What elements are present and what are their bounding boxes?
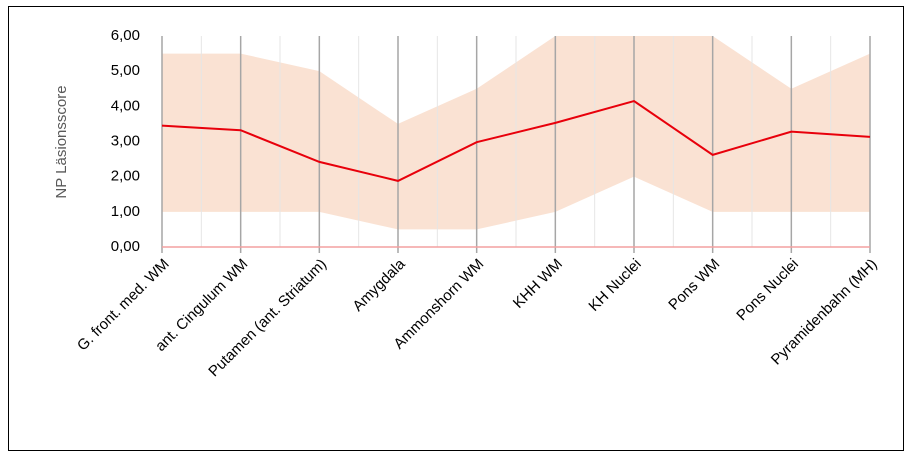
x-tick-label: KH Nuclei [585, 256, 644, 315]
frame [8, 6, 904, 451]
y-tick-label: 5,00 [111, 62, 140, 79]
x-tick-label: KHH WM [510, 256, 566, 312]
x-tick-label: Amygdala [349, 255, 409, 315]
y-tick-label: 2,00 [111, 168, 140, 185]
y-axis-label: NP Läsionsscore [53, 85, 70, 198]
y-tick-label: 1,00 [111, 203, 140, 220]
y-tick-label: 6,00 [111, 27, 140, 44]
y-tick-label: 0,00 [111, 238, 140, 255]
y-tick-label: 4,00 [111, 97, 140, 114]
x-tick-label: Pons WM [665, 256, 723, 314]
y-tick-label: 3,00 [111, 132, 140, 149]
x-tick-label: Pons Nuclei [733, 256, 802, 325]
mean-line [161, 99, 871, 182]
